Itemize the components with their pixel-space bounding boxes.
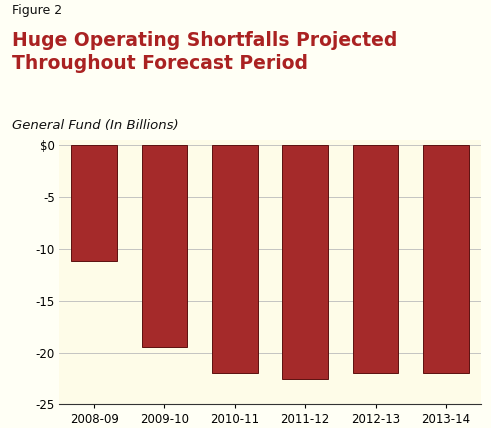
- Bar: [282, 146, 328, 378]
- Text: Huge Operating Shortfalls Projected
Throughout Forecast Period: Huge Operating Shortfalls Projected Thro…: [12, 32, 398, 73]
- Bar: [71, 146, 117, 262]
- Text: General Fund (In Billions): General Fund (In Billions): [12, 119, 179, 131]
- Text: Figure 2: Figure 2: [12, 4, 62, 17]
- Bar: [141, 146, 188, 348]
- Bar: [423, 146, 469, 373]
- Bar: [212, 146, 258, 373]
- Bar: [353, 146, 399, 373]
